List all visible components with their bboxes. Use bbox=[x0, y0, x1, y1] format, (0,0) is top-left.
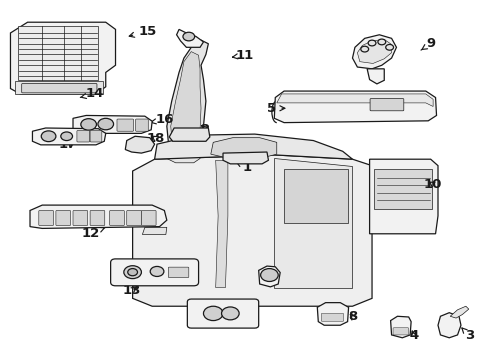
Polygon shape bbox=[73, 116, 152, 134]
FancyBboxPatch shape bbox=[168, 267, 189, 278]
Polygon shape bbox=[143, 227, 167, 234]
FancyBboxPatch shape bbox=[370, 99, 404, 111]
Circle shape bbox=[41, 131, 56, 141]
Polygon shape bbox=[155, 134, 352, 159]
Text: 2: 2 bbox=[201, 123, 211, 136]
Text: 12: 12 bbox=[82, 226, 105, 239]
Polygon shape bbox=[438, 313, 461, 338]
Polygon shape bbox=[352, 35, 396, 69]
Polygon shape bbox=[133, 155, 372, 306]
FancyBboxPatch shape bbox=[393, 328, 409, 335]
FancyBboxPatch shape bbox=[73, 211, 88, 226]
Text: 11: 11 bbox=[232, 49, 254, 62]
Polygon shape bbox=[211, 138, 277, 159]
Polygon shape bbox=[171, 51, 201, 148]
Circle shape bbox=[124, 266, 142, 279]
Polygon shape bbox=[167, 40, 208, 151]
FancyBboxPatch shape bbox=[90, 131, 102, 142]
Polygon shape bbox=[369, 159, 438, 234]
Polygon shape bbox=[10, 22, 116, 94]
Text: 5: 5 bbox=[268, 102, 285, 115]
Polygon shape bbox=[274, 91, 437, 123]
Text: 16: 16 bbox=[151, 113, 173, 126]
FancyBboxPatch shape bbox=[111, 259, 198, 286]
Circle shape bbox=[128, 269, 138, 276]
Polygon shape bbox=[167, 150, 200, 163]
Text: 1: 1 bbox=[237, 161, 252, 174]
FancyBboxPatch shape bbox=[22, 84, 97, 93]
Polygon shape bbox=[216, 160, 228, 288]
FancyBboxPatch shape bbox=[77, 131, 90, 142]
Circle shape bbox=[81, 119, 97, 130]
Text: 4: 4 bbox=[409, 329, 418, 342]
Circle shape bbox=[378, 39, 386, 45]
FancyBboxPatch shape bbox=[39, 211, 53, 226]
Polygon shape bbox=[374, 169, 432, 209]
Polygon shape bbox=[277, 94, 433, 107]
FancyBboxPatch shape bbox=[321, 314, 343, 321]
Circle shape bbox=[203, 306, 223, 320]
Text: 14: 14 bbox=[80, 87, 104, 100]
Text: 7: 7 bbox=[269, 275, 278, 288]
Polygon shape bbox=[240, 323, 250, 327]
Polygon shape bbox=[169, 128, 210, 141]
Text: 9: 9 bbox=[421, 37, 435, 50]
FancyBboxPatch shape bbox=[142, 211, 156, 226]
Polygon shape bbox=[15, 81, 103, 94]
Polygon shape bbox=[176, 30, 203, 47]
Circle shape bbox=[386, 44, 393, 50]
Polygon shape bbox=[391, 316, 411, 338]
Polygon shape bbox=[30, 205, 167, 228]
Polygon shape bbox=[318, 303, 348, 325]
FancyBboxPatch shape bbox=[117, 119, 134, 131]
Text: 10: 10 bbox=[424, 178, 442, 191]
FancyBboxPatch shape bbox=[136, 119, 148, 131]
Text: 6: 6 bbox=[209, 311, 224, 325]
Polygon shape bbox=[284, 169, 347, 223]
FancyBboxPatch shape bbox=[110, 211, 124, 226]
Text: 15: 15 bbox=[129, 25, 156, 38]
Circle shape bbox=[98, 118, 114, 130]
Text: 17: 17 bbox=[59, 138, 77, 150]
Circle shape bbox=[183, 32, 195, 41]
FancyBboxPatch shape bbox=[127, 211, 142, 226]
FancyBboxPatch shape bbox=[90, 211, 105, 226]
Polygon shape bbox=[125, 136, 155, 153]
Circle shape bbox=[261, 269, 278, 282]
FancyBboxPatch shape bbox=[56, 211, 71, 226]
Polygon shape bbox=[32, 128, 106, 145]
Polygon shape bbox=[223, 152, 269, 164]
Text: 13: 13 bbox=[122, 284, 141, 297]
Text: 18: 18 bbox=[147, 132, 165, 145]
Polygon shape bbox=[450, 306, 469, 318]
Polygon shape bbox=[274, 158, 352, 288]
Circle shape bbox=[368, 40, 376, 46]
Circle shape bbox=[221, 307, 239, 320]
Text: 3: 3 bbox=[462, 328, 474, 342]
Circle shape bbox=[61, 132, 73, 140]
FancyBboxPatch shape bbox=[187, 299, 259, 328]
Polygon shape bbox=[18, 26, 98, 80]
Polygon shape bbox=[195, 323, 208, 327]
Polygon shape bbox=[367, 69, 384, 84]
Polygon shape bbox=[259, 266, 280, 287]
Polygon shape bbox=[357, 40, 392, 63]
Circle shape bbox=[150, 266, 164, 276]
Text: 8: 8 bbox=[348, 310, 357, 324]
Circle shape bbox=[361, 46, 368, 52]
